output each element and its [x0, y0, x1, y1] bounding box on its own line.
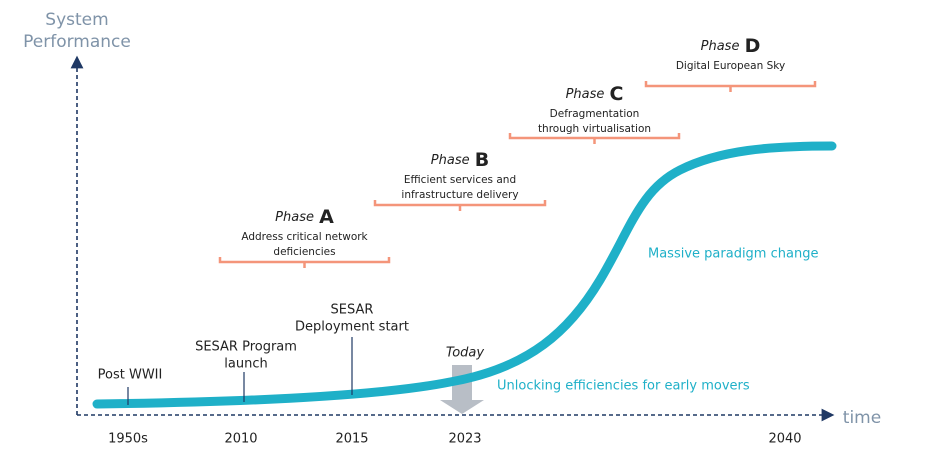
phase-title: Phase B [431, 149, 489, 171]
milestone-label: SESAR Program [195, 340, 297, 355]
performance-curve [92, 141, 837, 409]
phase-description: Defragmentation [550, 108, 640, 120]
x-axis-title: time [843, 408, 881, 428]
curve-note: Unlocking efficiencies for early movers [497, 379, 750, 394]
phase-word: Phase [701, 39, 740, 54]
phase-description: deficiencies [273, 246, 335, 258]
phase-word: Phase [431, 153, 470, 168]
year-label: 2015 [335, 432, 368, 447]
milestone-label: launch [224, 357, 267, 372]
phase-bracket [218, 257, 391, 268]
year-label: 2023 [448, 432, 481, 447]
year-label: 1950s [108, 432, 148, 447]
phase-bracket [373, 200, 547, 211]
phase-description: Digital European Sky [676, 60, 785, 72]
today-arrow [440, 365, 484, 414]
milestone-label: Deployment start [295, 320, 409, 335]
y-axis-title: Performance [23, 32, 131, 52]
phase-description: Efficient services and [404, 174, 516, 186]
year-label: 2010 [224, 432, 257, 447]
phase-letter: D [745, 35, 761, 57]
phase-title: Phase A [275, 206, 334, 228]
phase-bracket [644, 81, 817, 92]
milestone-label: Today [446, 346, 485, 361]
phase-description: through virtualisation [538, 123, 651, 135]
y-axis-title: System [45, 10, 108, 30]
year-label: 2040 [768, 432, 801, 447]
milestone-label: Post WWII [98, 368, 163, 383]
phase-letter: B [475, 149, 489, 171]
phase-description: infrastructure delivery [401, 189, 518, 201]
phase-title: Phase D [701, 35, 761, 57]
milestone-label: SESAR [331, 303, 374, 318]
phase-word: Phase [566, 87, 605, 102]
phase-letter: A [319, 206, 334, 228]
phase-bracket [508, 133, 681, 144]
phase-word: Phase [275, 210, 314, 225]
phase-title: Phase C [566, 83, 624, 105]
curve-note: Massive paradigm change [648, 247, 818, 262]
phase-description: Address critical network [241, 231, 368, 243]
phase-letter: C [609, 83, 623, 105]
